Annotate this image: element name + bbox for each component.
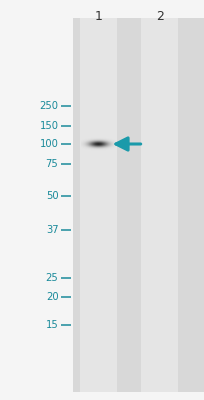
Text: 2: 2 [155, 10, 163, 23]
Text: 20: 20 [45, 292, 58, 302]
Text: 250: 250 [39, 101, 58, 111]
Text: 1: 1 [94, 10, 102, 23]
Text: 50: 50 [45, 191, 58, 201]
Bar [72, 18, 203, 392]
Text: 25: 25 [45, 273, 58, 283]
Bar [80, 18, 116, 392]
Text: 100: 100 [39, 139, 58, 149]
Text: 150: 150 [39, 121, 58, 131]
Text: 75: 75 [45, 159, 58, 169]
Text: 37: 37 [45, 225, 58, 235]
Bar [141, 18, 177, 392]
Text: 15: 15 [45, 320, 58, 330]
